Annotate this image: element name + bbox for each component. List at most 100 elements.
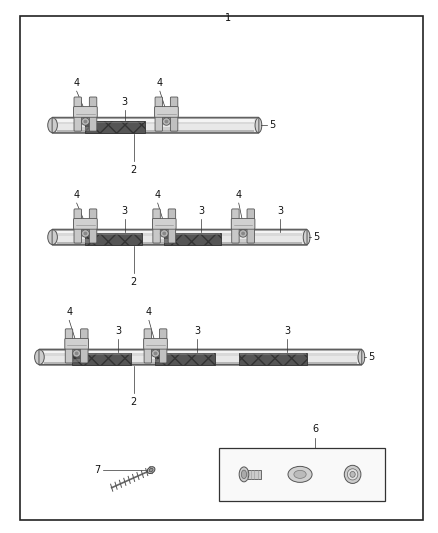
- FancyBboxPatch shape: [53, 118, 258, 133]
- Bar: [57, 233, 302, 236]
- FancyBboxPatch shape: [168, 209, 176, 243]
- FancyBboxPatch shape: [144, 329, 152, 363]
- Text: 4: 4: [155, 190, 161, 200]
- Ellipse shape: [347, 469, 358, 480]
- FancyBboxPatch shape: [153, 209, 160, 243]
- Text: 2: 2: [131, 277, 137, 287]
- Bar: [57, 119, 254, 122]
- Ellipse shape: [288, 466, 312, 482]
- Text: 3: 3: [122, 96, 128, 107]
- Ellipse shape: [48, 118, 57, 133]
- Text: 3: 3: [198, 206, 205, 216]
- Text: 4: 4: [236, 190, 242, 200]
- Ellipse shape: [152, 350, 159, 357]
- Bar: [145, 359, 166, 362]
- Text: 1: 1: [225, 13, 231, 23]
- Ellipse shape: [241, 470, 247, 479]
- Text: 6: 6: [312, 424, 318, 434]
- Ellipse shape: [74, 352, 78, 355]
- Ellipse shape: [164, 120, 168, 124]
- Ellipse shape: [350, 471, 355, 478]
- Text: 4: 4: [74, 190, 80, 200]
- Bar: [85, 121, 145, 133]
- FancyBboxPatch shape: [155, 97, 162, 131]
- Ellipse shape: [303, 230, 310, 245]
- FancyBboxPatch shape: [74, 97, 81, 131]
- Ellipse shape: [160, 230, 168, 237]
- Ellipse shape: [358, 350, 365, 365]
- Bar: [232, 239, 254, 243]
- FancyBboxPatch shape: [81, 329, 88, 363]
- Ellipse shape: [241, 231, 245, 235]
- Bar: [74, 127, 96, 131]
- Text: 4: 4: [146, 307, 152, 317]
- Bar: [44, 362, 357, 364]
- Text: 4: 4: [66, 307, 72, 317]
- FancyBboxPatch shape: [74, 219, 97, 229]
- FancyBboxPatch shape: [53, 230, 307, 245]
- Text: 3: 3: [284, 326, 290, 336]
- Bar: [153, 239, 175, 243]
- FancyBboxPatch shape: [65, 338, 88, 349]
- FancyBboxPatch shape: [170, 97, 178, 131]
- Text: 3: 3: [277, 206, 283, 216]
- Ellipse shape: [83, 120, 87, 124]
- Text: 2: 2: [131, 397, 137, 407]
- FancyBboxPatch shape: [144, 338, 167, 349]
- Ellipse shape: [81, 230, 89, 237]
- Text: 5: 5: [368, 352, 374, 362]
- Bar: [73, 353, 131, 355]
- Ellipse shape: [239, 467, 249, 482]
- FancyBboxPatch shape: [232, 209, 239, 243]
- FancyBboxPatch shape: [159, 329, 167, 363]
- Text: 2: 2: [131, 165, 137, 175]
- FancyBboxPatch shape: [39, 350, 361, 365]
- Bar: [44, 351, 357, 353]
- Bar: [156, 353, 214, 355]
- Text: 3: 3: [122, 206, 128, 216]
- Ellipse shape: [48, 230, 57, 245]
- FancyBboxPatch shape: [74, 107, 97, 117]
- Bar: [57, 122, 254, 124]
- Ellipse shape: [294, 470, 306, 479]
- Ellipse shape: [153, 352, 158, 355]
- Bar: [86, 122, 144, 123]
- Text: 3: 3: [115, 326, 121, 336]
- Bar: [72, 353, 131, 365]
- Text: 7: 7: [95, 465, 101, 475]
- Bar: [155, 127, 177, 131]
- Ellipse shape: [162, 118, 170, 125]
- Bar: [57, 242, 302, 244]
- FancyBboxPatch shape: [152, 219, 176, 229]
- Bar: [66, 359, 88, 362]
- Bar: [57, 231, 302, 233]
- FancyBboxPatch shape: [65, 329, 73, 363]
- Text: 3: 3: [194, 326, 200, 336]
- Bar: [85, 233, 142, 245]
- FancyBboxPatch shape: [155, 107, 178, 117]
- Ellipse shape: [344, 465, 361, 483]
- FancyBboxPatch shape: [247, 209, 254, 243]
- Ellipse shape: [239, 230, 247, 237]
- Ellipse shape: [83, 231, 87, 235]
- Bar: [44, 353, 357, 356]
- Text: 4: 4: [74, 78, 80, 88]
- Text: 5: 5: [313, 232, 319, 242]
- FancyBboxPatch shape: [89, 97, 97, 131]
- Text: 4: 4: [157, 78, 163, 88]
- Ellipse shape: [162, 231, 166, 235]
- FancyBboxPatch shape: [89, 209, 97, 243]
- Ellipse shape: [35, 350, 44, 365]
- Bar: [239, 353, 307, 365]
- Ellipse shape: [81, 118, 89, 125]
- Bar: [74, 239, 96, 243]
- Text: 5: 5: [269, 120, 276, 130]
- Bar: [219, 448, 385, 501]
- FancyBboxPatch shape: [231, 219, 255, 229]
- FancyBboxPatch shape: [74, 209, 81, 243]
- Bar: [247, 470, 261, 479]
- Ellipse shape: [147, 467, 155, 473]
- Bar: [164, 233, 221, 245]
- Bar: [165, 233, 220, 235]
- Bar: [240, 353, 306, 355]
